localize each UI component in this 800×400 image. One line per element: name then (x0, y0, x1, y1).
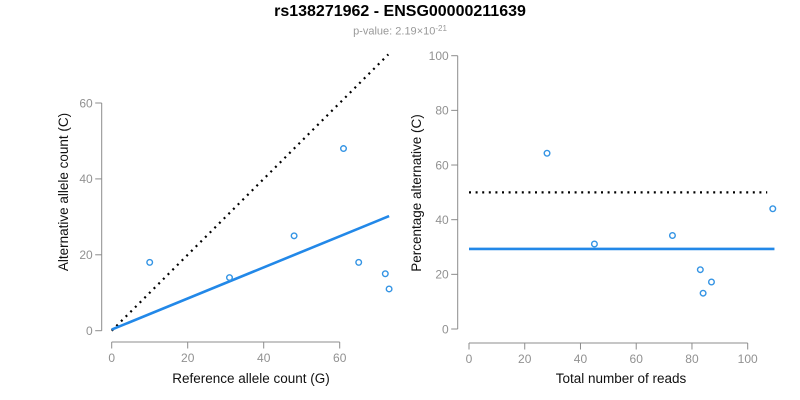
pvalue-label: p-value: (353, 25, 396, 38)
data-point (381, 270, 389, 278)
y-axis-title: Alternative allele count (C) (56, 113, 71, 271)
data-point (355, 258, 363, 266)
data-point (590, 240, 598, 248)
y-tick-label: 100 (429, 49, 449, 63)
y-tick-label: 20 (435, 268, 449, 282)
data-point (225, 274, 233, 282)
x-tick-label: 20 (181, 351, 195, 365)
figure-header: rs138271962 - ENSG00000211639 p-value: 2… (0, 2, 800, 39)
pvalue-exponent: -21 (435, 23, 447, 33)
x-tick-label: 0 (108, 351, 115, 365)
data-point (668, 232, 676, 240)
data-point (696, 266, 704, 274)
x-tick-label: 40 (574, 352, 588, 366)
x-tick-label: 60 (630, 352, 644, 366)
y-tick-label: 60 (435, 158, 449, 172)
y-tick-label: 40 (79, 172, 93, 186)
data-point (543, 149, 551, 157)
data-point (290, 232, 298, 240)
x-axis-title: Total number of reads (556, 371, 687, 386)
data-point (385, 285, 393, 293)
x-tick-label: 80 (685, 352, 699, 366)
percentage-vs-reads-scatter: 0 20 40 60 80 100 0 20 40 60 80 100 Total number of … (409, 49, 777, 386)
pvalue-mantissa: 2.19 (395, 25, 417, 38)
x-tick-label: 0 (466, 352, 473, 366)
x-axis-title: Reference allele count (G) (172, 371, 330, 386)
y-tick-label: 0 (86, 324, 93, 338)
fitted-ratio-line (111, 214, 390, 331)
data-point (707, 278, 715, 286)
data-point (340, 145, 348, 153)
data-point (769, 205, 777, 213)
data-point (146, 258, 154, 266)
x-tick-label: 100 (738, 352, 758, 366)
x-tick-label: 40 (257, 351, 271, 365)
plot-subtitle: p-value: 2.19×10-21 (0, 21, 800, 39)
x-tick-label: 60 (333, 351, 347, 365)
y-tick-label: 0 (442, 322, 449, 336)
y-axis-title: Percentage alternative (C) (409, 114, 424, 272)
pvalue-times-ten: ×10 (416, 25, 436, 38)
plot-title: rs138271962 - ENSG00000211639 (274, 3, 526, 20)
y-tick-label: 60 (79, 96, 93, 110)
x-tick-label: 20 (518, 352, 532, 366)
y-tick-label: 40 (435, 213, 449, 227)
y-tick-label: 20 (79, 248, 93, 262)
y-tick-label: 80 (435, 104, 449, 118)
data-point (699, 289, 707, 297)
identity-dotted-line (110, 53, 390, 332)
